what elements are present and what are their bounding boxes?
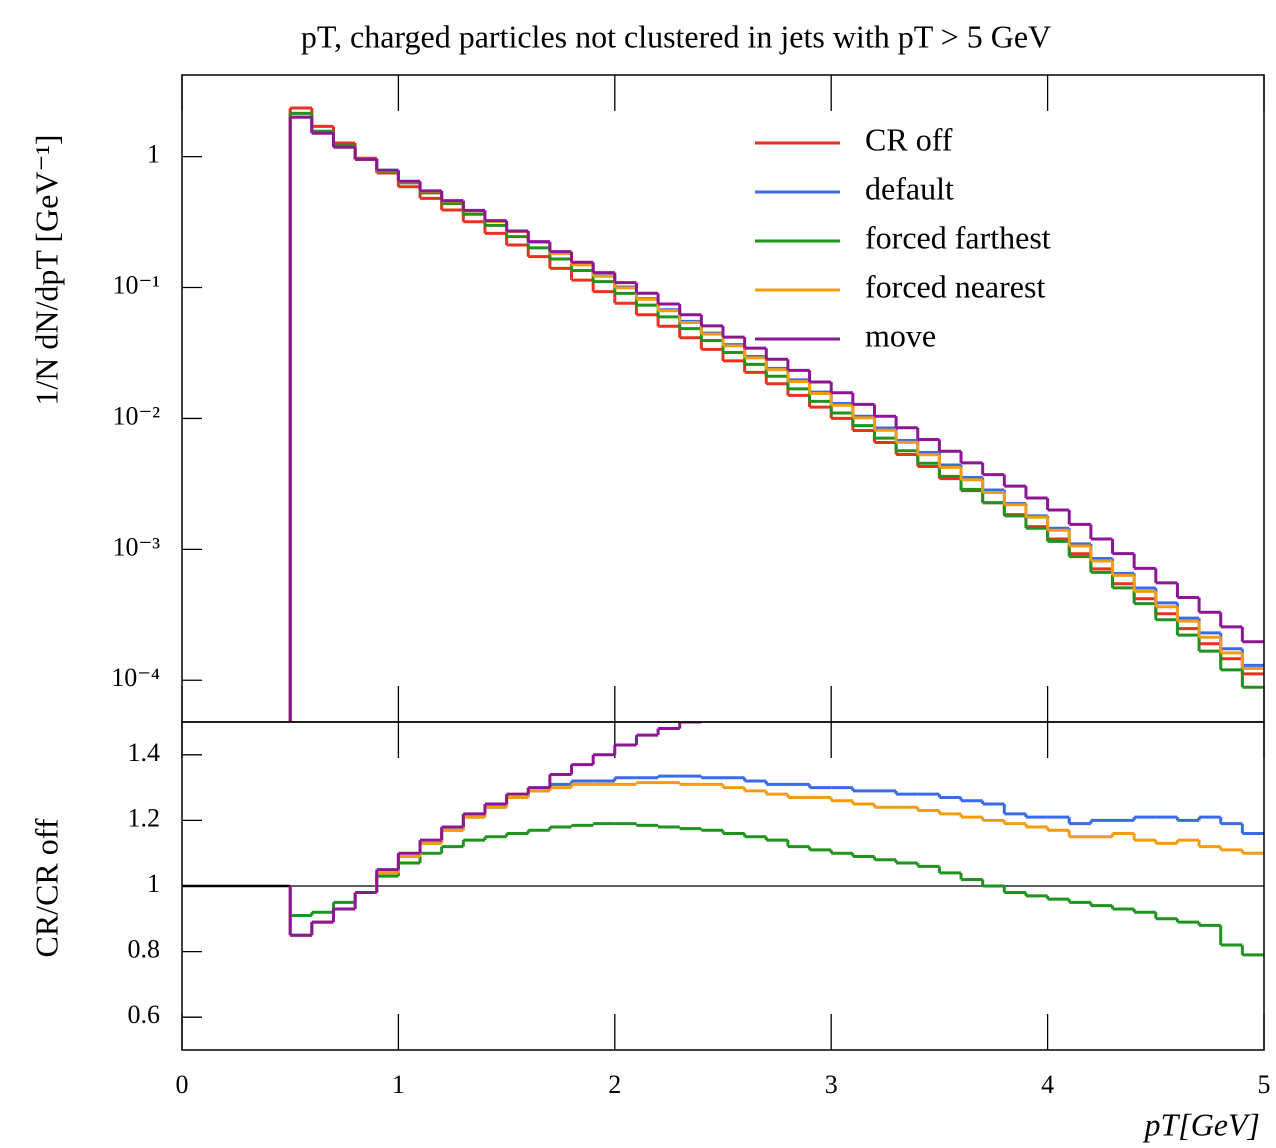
x-tick-label: 1 [392, 1070, 405, 1099]
panel-frame [181, 74, 1265, 723]
series [288, 781, 1264, 937]
y-tick-label: 0.8 [128, 935, 161, 964]
legend-label: default [865, 170, 954, 206]
series [288, 115, 1264, 722]
plot-area [182, 722, 1264, 957]
y-tick-label: 10⁻² [112, 401, 160, 430]
series [288, 774, 1264, 937]
x-tick-label: 5 [1258, 1070, 1271, 1099]
series [288, 111, 1264, 722]
series [288, 115, 1264, 722]
legend-label: move [865, 317, 936, 353]
y-tick-label: 0.6 [128, 1000, 161, 1029]
y-tick-label: 1.2 [128, 803, 161, 832]
y-axis-label: 1/N dN/dpT [GeV⁻¹] [28, 134, 64, 405]
x-tick-label: 4 [1041, 1070, 1054, 1099]
legend-label: forced nearest [865, 268, 1045, 304]
x-tick-label: 0 [176, 1070, 189, 1099]
y-tick-label: 1.4 [128, 738, 161, 767]
y-tick-label: 10⁻⁴ [111, 663, 160, 692]
x-tick-label: 3 [825, 1070, 838, 1099]
x-tick-label: 2 [608, 1070, 621, 1099]
x-axis-label: pT[GeV] [1142, 1106, 1260, 1142]
plot-area [288, 106, 1264, 722]
legend-label: forced farthest [865, 219, 1051, 255]
chart-title: pT, charged particles not clustered in j… [301, 18, 1051, 54]
panel-frame [181, 721, 1265, 1051]
y-tick-label: 1 [147, 140, 160, 169]
series [288, 106, 1264, 722]
series [288, 115, 1264, 722]
y-tick-label: 10⁻¹ [112, 270, 160, 299]
y-tick-label: 1 [147, 869, 160, 898]
y-axis-label: CR/CR off [28, 818, 64, 957]
series [288, 722, 702, 937]
series [288, 822, 1264, 957]
legend-label: CR off [865, 121, 953, 157]
y-tick-label: 10⁻³ [112, 532, 160, 561]
